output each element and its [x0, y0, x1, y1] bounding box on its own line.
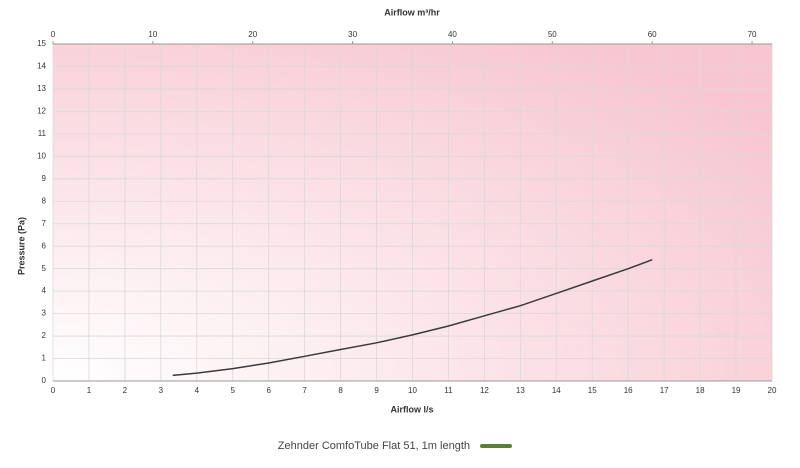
x-tick-label: 11 [444, 386, 453, 395]
x-axis-label: Airflow l/s [390, 404, 433, 414]
y-axis-label: Pressure (Pa) [16, 217, 26, 275]
x2-axis-label: Airflow m³/hr [384, 7, 440, 17]
y-tick-label: 3 [42, 309, 47, 318]
x2-tick-label: 10 [148, 30, 157, 39]
x-tick-label: 19 [732, 386, 741, 395]
x-tick-label: 3 [159, 386, 164, 395]
x-tick-label: 15 [588, 386, 597, 395]
y-tick-label: 13 [37, 84, 46, 93]
x-tick-label: 9 [374, 386, 379, 395]
y-tick-label: 0 [42, 376, 47, 385]
x-tick-label: 14 [552, 386, 561, 395]
x-tick-label: 12 [480, 386, 489, 395]
x-tick-label: 7 [302, 386, 307, 395]
y-tick-label: 15 [37, 39, 46, 48]
y-tick-label: 4 [42, 286, 47, 295]
x-tick-label: 17 [660, 386, 669, 395]
x-tick-label: 8 [338, 386, 343, 395]
y-tick-label: 9 [42, 174, 47, 183]
x-tick-label: 13 [516, 386, 525, 395]
x-tick-label: 2 [123, 386, 128, 395]
x2-tick-label: 30 [348, 30, 357, 39]
x2-tick-label: 70 [748, 30, 757, 39]
x2-tick-label: 50 [548, 30, 557, 39]
y-tick-label: 12 [37, 107, 46, 116]
x-tick-label: 16 [624, 386, 633, 395]
y-tick-label: 5 [42, 264, 47, 273]
x-tick-label: 1 [87, 386, 92, 395]
x2-tick-label: 40 [448, 30, 457, 39]
x2-tick-label: 60 [648, 30, 657, 39]
y-tick-label: 1 [42, 354, 47, 363]
x-tick-label: 20 [768, 386, 777, 395]
y-tick-label: 2 [42, 331, 47, 340]
x-tick-label: 4 [195, 386, 200, 395]
legend-label: Zehnder ComfoTube Flat 51, 1m length [278, 440, 470, 452]
y-tick-label: 10 [37, 151, 46, 160]
y-tick-label: 11 [38, 129, 47, 138]
x2-tick-label: 20 [248, 30, 257, 39]
x-tick-label: 6 [266, 386, 271, 395]
x-tick-label: 10 [408, 386, 417, 395]
y-tick-label: 8 [42, 196, 47, 205]
y-tick-label: 14 [37, 62, 46, 71]
y-tick-label: 6 [42, 241, 47, 250]
x2-tick-label: 0 [51, 30, 56, 39]
data-line [172, 258, 653, 377]
x-tick-label: 0 [51, 386, 56, 395]
x-tick-label: 5 [231, 386, 236, 395]
x-tick-label: 18 [696, 386, 705, 395]
y-tick-label: 7 [42, 219, 47, 228]
